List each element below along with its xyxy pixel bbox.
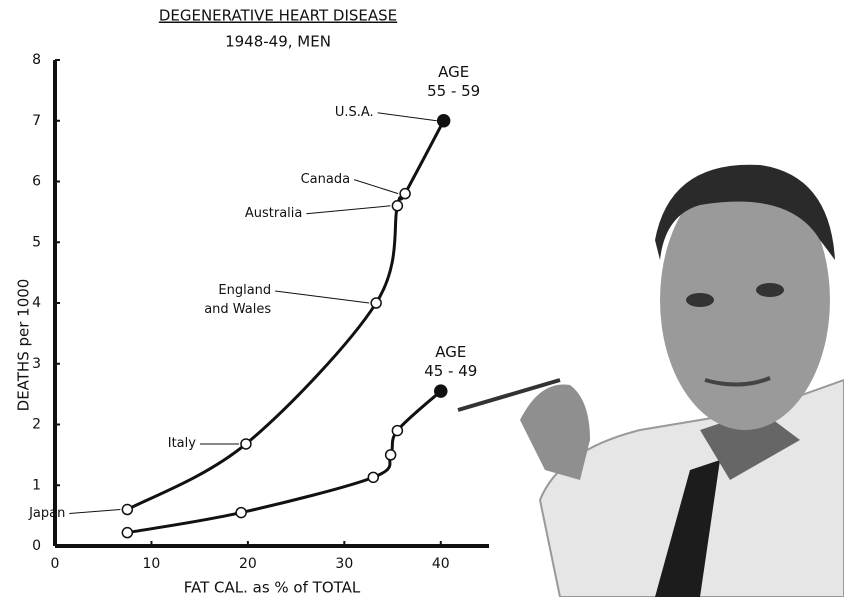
point-label: Australia (244, 205, 303, 221)
point-label: England and Wales (204, 283, 272, 317)
data-point (399, 187, 411, 200)
y-tick-label: 1 (32, 477, 41, 493)
point-label: Canada (300, 171, 351, 187)
photo (457, 164, 844, 597)
pencil (457, 378, 561, 412)
point-label: U.S.A. (334, 104, 374, 120)
eye (686, 293, 714, 307)
x-tick-label: 30 (335, 556, 353, 572)
x-tick-label: 20 (239, 556, 257, 572)
data-point (370, 297, 382, 309)
y-tick-label: 4 (32, 295, 41, 311)
hand (520, 384, 590, 480)
y-tick-label: 5 (32, 234, 41, 250)
data-point (391, 200, 404, 212)
mouth (704, 376, 771, 387)
data-point (384, 449, 397, 461)
y-tick-label: 6 (32, 174, 41, 190)
eye (756, 283, 784, 297)
y-axis-label: DEATHS per 1000 (15, 279, 33, 412)
label-arrow (377, 112, 437, 122)
data-point (434, 384, 448, 398)
label-arrow (306, 205, 391, 215)
series-line (127, 389, 442, 535)
point-label: Japan (29, 505, 66, 521)
data-point (121, 503, 134, 516)
collar (700, 410, 800, 480)
data-point (235, 506, 247, 519)
y-tick-label: 2 (32, 417, 41, 433)
label-arrow (275, 290, 370, 304)
data-point (240, 438, 252, 450)
data-point (391, 424, 404, 437)
y-tick-label: 7 (32, 113, 41, 129)
series-label: AGE 55 - 59 (427, 62, 481, 100)
hair (655, 164, 835, 260)
point-label: Italy (167, 435, 196, 451)
label-arrow (353, 179, 399, 195)
chart-subtitle: 1948-49, MEN (225, 33, 331, 51)
y-tick-label: 8 (32, 52, 41, 68)
series-label: AGE 45 - 49 (424, 343, 478, 381)
chart-title: DEGENERATIVE HEART DISEASE (159, 7, 397, 25)
x-axis-label: FAT CAL. as % of TOTAL (184, 579, 361, 597)
data-point (121, 526, 134, 539)
y-tick-label: 3 (32, 356, 41, 372)
tie (655, 460, 720, 597)
x-tick-label: 0 (51, 556, 60, 572)
data-point (436, 114, 451, 128)
x-tick-label: 10 (143, 556, 161, 572)
face (660, 170, 830, 430)
y-tick-label: 0 (32, 538, 41, 554)
label-arrow (69, 509, 121, 515)
data-point (367, 471, 380, 484)
x-tick-label: 40 (432, 556, 450, 572)
